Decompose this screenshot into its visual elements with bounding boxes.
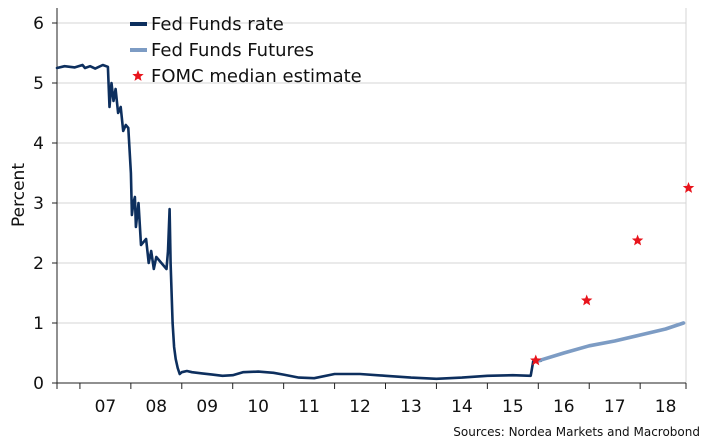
x-axis-ticks: 07 08 09 10 11 12 13 14 15 16 17 18 bbox=[56, 383, 687, 417]
series-line-1 bbox=[55, 63, 543, 381]
y-tick-label: 3 bbox=[33, 194, 44, 214]
fomc-estimate-marker bbox=[631, 234, 644, 246]
x-tick-label: 14 bbox=[451, 397, 473, 417]
x-tick-label: 08 bbox=[145, 397, 167, 417]
fomc-estimate-marker bbox=[682, 182, 695, 193]
y-axis-label: Percent bbox=[9, 163, 29, 227]
y-axis-ticks: 0 1 2 3 4 5 6 bbox=[33, 14, 57, 394]
x-tick-label: 11 bbox=[298, 397, 320, 417]
x-tick-label: 15 bbox=[502, 397, 524, 417]
x-tick-label: 09 bbox=[196, 397, 218, 417]
y-tick-label: 5 bbox=[33, 74, 44, 94]
series-line-2 bbox=[536, 321, 686, 363]
x-tick-label: 12 bbox=[349, 397, 371, 417]
y-tick-label: 6 bbox=[33, 14, 44, 34]
source-note: Sources: Nordea Markets and Macrobond bbox=[453, 425, 700, 439]
x-tick-label: 07 bbox=[95, 397, 117, 417]
y-tick-label: 1 bbox=[33, 314, 44, 334]
y-tick-label: 4 bbox=[33, 134, 44, 154]
x-tick-label: 13 bbox=[400, 397, 422, 417]
plot-area bbox=[55, 63, 695, 381]
y-tick-label: 0 bbox=[33, 374, 44, 394]
x-tick-label: 16 bbox=[553, 397, 575, 417]
y-tick-label: 2 bbox=[33, 254, 44, 274]
legend-label-3: FOMC median estimate bbox=[151, 66, 362, 87]
legend: Fed Funds rate Fed Funds Futures FOMC medi… bbox=[130, 14, 362, 87]
legend-label-2: Fed Funds Futures bbox=[151, 40, 314, 61]
axes bbox=[56, 8, 687, 384]
fomc-estimate-marker bbox=[581, 294, 593, 306]
fomc-estimate-marker bbox=[530, 354, 542, 366]
x-tick-label: 17 bbox=[604, 397, 626, 417]
x-tick-label: 18 bbox=[655, 397, 677, 417]
x-tick-label: 10 bbox=[247, 397, 269, 417]
legend-label-1: Fed Funds rate bbox=[151, 14, 284, 35]
legend-swatch-3 bbox=[132, 70, 144, 81]
